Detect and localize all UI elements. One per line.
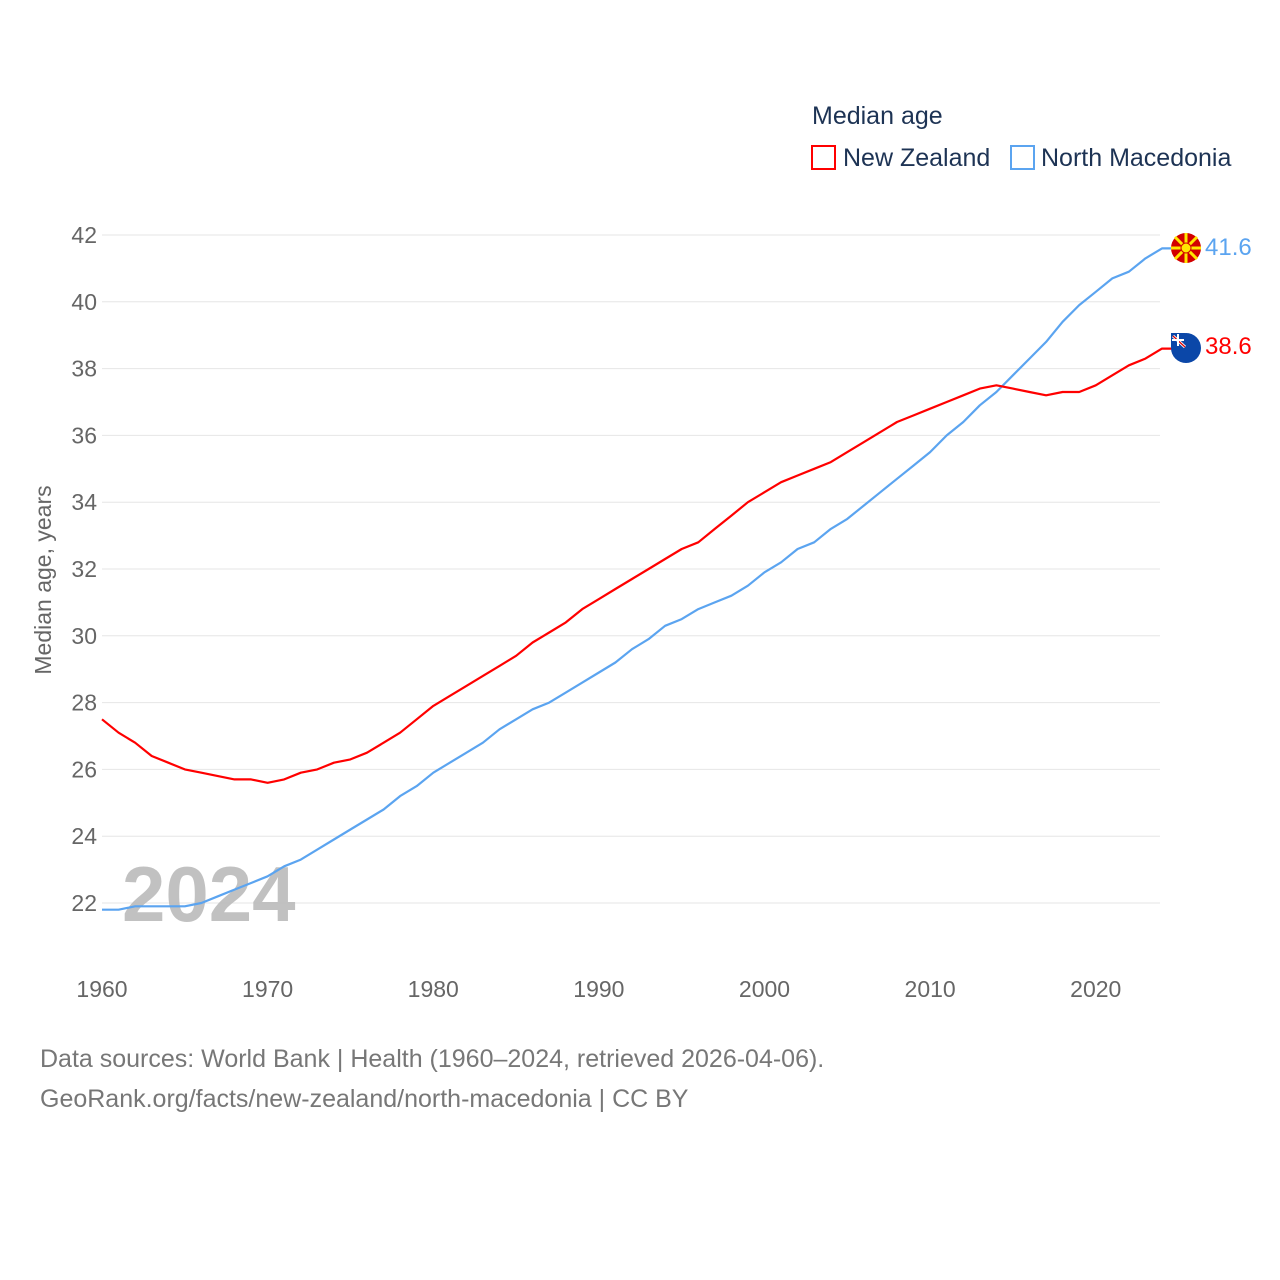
y-tick-label: 38 bbox=[71, 356, 97, 382]
series-line-new-zealand[interactable] bbox=[101, 347, 1172, 784]
series-line-north-macedonia[interactable] bbox=[102, 247, 1172, 911]
legend-label: North Macedonia bbox=[1041, 144, 1231, 172]
x-tick-label: 1960 bbox=[76, 976, 127, 1002]
data-source-text: Data sources: World Bank | Health (1960–… bbox=[40, 1045, 825, 1073]
y-tick-label: 24 bbox=[71, 823, 97, 849]
y-axis-ticks: 22 24 26 28 30 32 34 36 38 40 42 bbox=[71, 222, 97, 916]
y-axis-label: Median age, years bbox=[30, 485, 56, 674]
attribution-link[interactable]: GeoRank.org/facts/new-zealand/north-mace… bbox=[40, 1085, 689, 1113]
y-tick-label: 40 bbox=[71, 289, 97, 315]
x-tick-label: 2000 bbox=[739, 976, 790, 1002]
legend-title: Median age bbox=[812, 102, 943, 130]
x-tick-label: 2020 bbox=[1070, 976, 1121, 1002]
x-axis-ticks: 1960 1970 1980 1990 2000 2010 2020 bbox=[76, 976, 1121, 1002]
new-zealand-end-label: 38.6 bbox=[1205, 333, 1252, 360]
x-tick-label: 1990 bbox=[573, 976, 624, 1002]
year-watermark: 2024 bbox=[122, 850, 296, 938]
y-tick-label: 34 bbox=[71, 489, 97, 515]
north-macedonia-flag-icon bbox=[1171, 233, 1201, 263]
y-tick-label: 42 bbox=[71, 222, 97, 248]
series-lines bbox=[101, 247, 1172, 911]
x-tick-label: 1980 bbox=[408, 976, 459, 1002]
legend-item-new-zealand[interactable]: New Zealand bbox=[811, 144, 990, 172]
y-tick-label: 26 bbox=[71, 756, 97, 782]
new-zealand-flag-icon bbox=[1171, 333, 1201, 363]
y-tick-label: 32 bbox=[71, 556, 97, 582]
north-macedonia-end-label: 41.6 bbox=[1205, 234, 1252, 261]
x-tick-label: 1970 bbox=[242, 976, 293, 1002]
y-tick-label: 30 bbox=[71, 623, 97, 649]
legend-item-north-macedonia[interactable]: North Macedonia bbox=[1010, 144, 1231, 172]
y-tick-label: 22 bbox=[71, 890, 97, 916]
legend-label: New Zealand bbox=[843, 144, 990, 172]
gridlines bbox=[102, 234, 1160, 904]
y-tick-label: 36 bbox=[71, 422, 97, 448]
y-tick-label: 28 bbox=[71, 690, 97, 716]
x-tick-label: 2010 bbox=[905, 976, 956, 1002]
